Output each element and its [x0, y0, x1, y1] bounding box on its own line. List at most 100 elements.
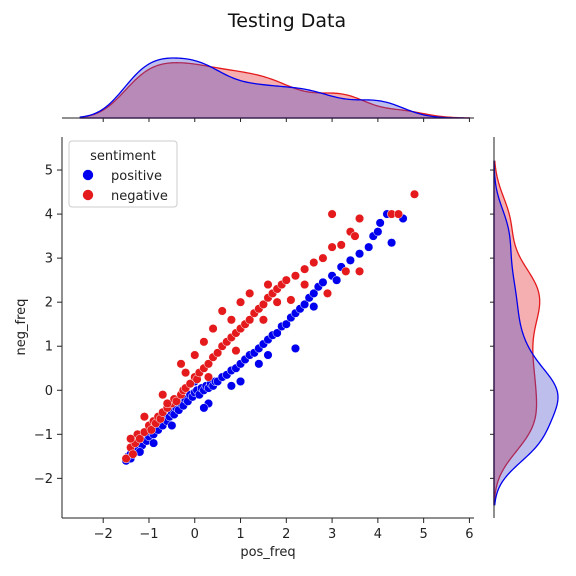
y-tick-label: −1 [34, 428, 53, 443]
point-negative [162, 398, 172, 409]
x-tick-label: 1 [236, 527, 244, 542]
top-marginal-density [62, 57, 474, 122]
scatter-axes: −2 −1 0 1 2 3 4 5 6 −2 −1 0 1 2 3 4 5 pos_freq neg_freq [14, 137, 474, 560]
point-negative [235, 297, 246, 307]
point-negative [126, 434, 136, 444]
point-negative [208, 324, 218, 334]
point-negative [181, 368, 191, 378]
point-positive [373, 227, 383, 237]
point-negative [185, 379, 195, 389]
point-negative [309, 257, 319, 268]
point-negative [322, 288, 333, 298]
point-negative [258, 299, 268, 309]
point-negative [290, 271, 301, 281]
point-positive [199, 403, 209, 413]
right-marginal-density [490, 137, 559, 518]
point-negative [355, 266, 365, 276]
y-tick-label: 3 [45, 252, 53, 267]
point-negative [199, 337, 209, 347]
point-positive [290, 343, 301, 353]
point-negative [341, 266, 351, 276]
point-negative [135, 434, 145, 444]
y-tick-label: 2 [45, 296, 53, 311]
right-density-negative [493, 160, 541, 506]
y-tick-label: 1 [45, 340, 53, 355]
point-negative [286, 295, 296, 305]
x-tick-label: 3 [328, 527, 336, 542]
x-tick-label: −2 [94, 527, 113, 542]
point-negative [190, 350, 200, 360]
point-negative [393, 209, 404, 219]
y-tick-label: −2 [34, 472, 53, 487]
point-negative [128, 449, 138, 459]
point-negative [203, 359, 214, 369]
x-tick-label: 0 [191, 527, 199, 542]
point-positive [300, 299, 310, 309]
point-negative [409, 189, 420, 199]
point-positive [318, 277, 328, 287]
point-negative [226, 315, 236, 325]
point-negative [121, 453, 131, 464]
chart-title: Testing Data [227, 10, 346, 32]
x-tick-label: 4 [374, 527, 382, 542]
point-negative [231, 346, 241, 356]
y-axis-label: neg_freq [14, 299, 29, 356]
axes-frame [61, 137, 474, 519]
point-negative [245, 288, 255, 298]
point-negative [139, 412, 149, 422]
point-negative [158, 390, 168, 400]
point-negative [300, 280, 310, 290]
point-negative [350, 231, 360, 241]
legend-title: sentiment [90, 149, 156, 164]
point-positive [263, 350, 273, 360]
point-negative [300, 264, 310, 274]
point-positive [226, 381, 236, 391]
legend: sentiment positive negative [68, 140, 178, 208]
x-axis-label: pos_freq [240, 545, 295, 560]
point-negative [272, 297, 282, 307]
point-positive [387, 238, 397, 248]
point-negative [336, 240, 346, 250]
point-negative [318, 253, 328, 263]
point-positive [254, 359, 264, 369]
x-tick-label: 6 [465, 527, 473, 542]
x-axis-ticks: −2 −1 0 1 2 3 4 5 6 [94, 518, 474, 542]
point-positive [355, 249, 365, 259]
point-positive [149, 438, 159, 448]
scatter-points [121, 189, 420, 466]
point-positive [309, 302, 319, 312]
top-density-negative [79, 62, 471, 119]
legend-marker-positive [82, 169, 94, 181]
point-negative [327, 242, 337, 252]
point-negative [217, 306, 227, 316]
legend-label-negative: negative [111, 189, 168, 204]
y-tick-label: 4 [45, 208, 53, 223]
point-negative [281, 275, 291, 285]
x-tick-label: 2 [282, 527, 290, 542]
point-positive [332, 275, 342, 285]
y-axis-ticks: −2 −1 0 1 2 3 4 5 [34, 164, 62, 487]
point-positive [167, 420, 177, 431]
top-density-positive [79, 57, 471, 119]
legend-box [68, 140, 178, 208]
point-negative [263, 280, 273, 290]
point-positive [272, 328, 282, 338]
point-negative [245, 315, 255, 325]
x-tick-label: 5 [420, 527, 428, 542]
point-positive [281, 319, 291, 329]
point-positive [235, 376, 246, 387]
point-positive [345, 255, 355, 265]
point-negative [146, 425, 156, 435]
y-tick-label: 0 [45, 384, 53, 399]
legend-label-positive: positive [111, 169, 162, 184]
point-negative [327, 209, 337, 219]
x-tick-label: −1 [139, 527, 158, 542]
point-positive [375, 218, 385, 228]
point-negative [203, 372, 214, 382]
legend-marker-negative [82, 189, 94, 201]
point-positive [309, 288, 319, 298]
point-negative [213, 348, 223, 358]
point-negative [176, 359, 186, 369]
point-negative [355, 213, 365, 224]
